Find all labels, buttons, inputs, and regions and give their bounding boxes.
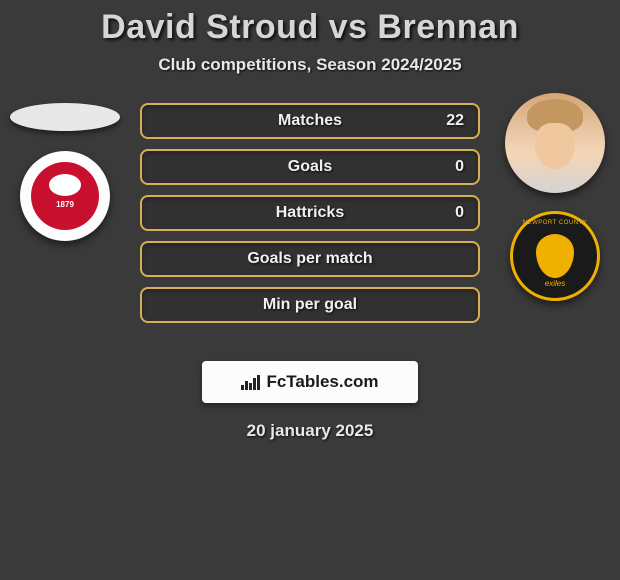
stat-value-right: 22 <box>446 112 464 130</box>
stat-label: Min per goal <box>263 296 357 314</box>
stat-label: Matches <box>278 112 342 130</box>
stat-label: Goals per match <box>247 250 372 268</box>
stat-row-hattricks: Hattricks 0 <box>140 195 480 231</box>
stat-row-matches: Matches 22 <box>140 103 480 139</box>
date-label: 20 january 2025 <box>0 421 620 441</box>
stat-value-right: 0 <box>455 158 464 176</box>
bar-chart-icon <box>241 375 260 390</box>
stat-row-goals: Goals 0 <box>140 149 480 185</box>
shield-icon <box>536 234 574 278</box>
page-title: David Stroud vs Brennan <box>0 8 620 47</box>
stat-bars: Matches 22 Goals 0 Hattricks 0 Goals per… <box>140 103 480 333</box>
club-badge-right <box>510 211 600 301</box>
left-player-column <box>0 93 130 241</box>
stat-value-right: 0 <box>455 204 464 222</box>
shield-icon <box>31 162 99 230</box>
stats-area: Matches 22 Goals 0 Hattricks 0 Goals per… <box>0 103 620 353</box>
stat-label: Goals <box>288 158 332 176</box>
branding-text: FcTables.com <box>266 372 378 392</box>
stat-row-min-per-goal: Min per goal <box>140 287 480 323</box>
branding-box: FcTables.com <box>202 361 418 403</box>
player-avatar-left <box>10 103 120 131</box>
stat-label: Hattricks <box>276 204 344 222</box>
stat-row-goals-per-match: Goals per match <box>140 241 480 277</box>
subtitle: Club competitions, Season 2024/2025 <box>0 55 620 75</box>
right-player-column <box>490 93 620 301</box>
club-badge-left <box>20 151 110 241</box>
player-avatar-right <box>505 93 605 193</box>
